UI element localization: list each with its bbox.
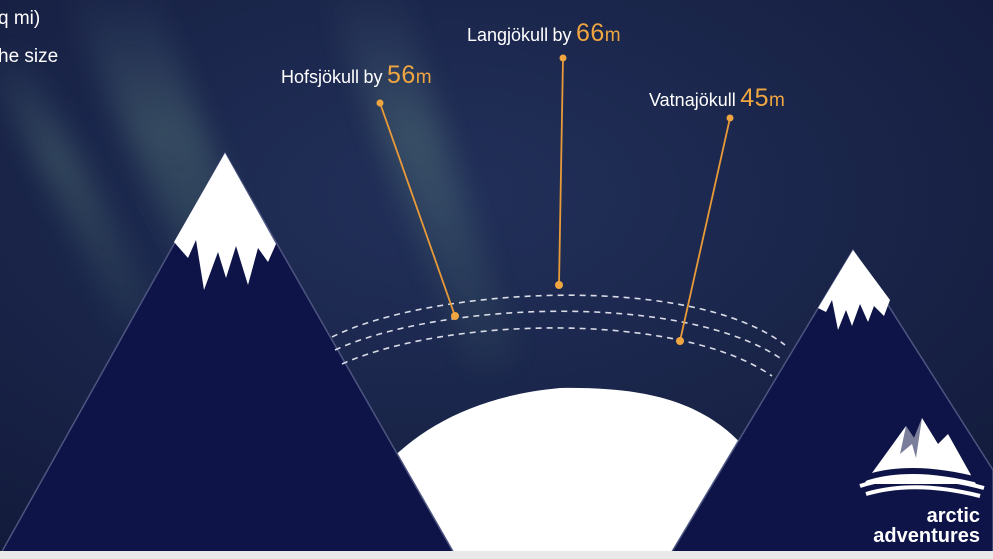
label-hofsjokull-value: 56: [386, 61, 416, 89]
bottom-strip: [0, 551, 993, 559]
label-vatnajokull-unit: m: [769, 90, 785, 111]
label-hofsjokull-unit: m: [415, 67, 432, 88]
label-langjokull-unit: m: [604, 25, 621, 46]
marker-vatnajokull-top: [726, 114, 734, 122]
label-hofsjokull-name: Hofsjökull: [281, 67, 360, 87]
label-langjokull-value: 66: [575, 19, 605, 47]
label-hofsjokull-by: by: [363, 67, 383, 87]
label-langjokull-name: Langjökull: [467, 25, 549, 45]
label-vatnajokull-name: Vatnajökull: [649, 90, 736, 110]
leader-lines: [376, 54, 734, 345]
marker-langjokull-bottom: [555, 281, 563, 289]
label-vatnajokull: Vatnajökull 45m: [649, 84, 785, 113]
thickness-arcs: [331, 294, 786, 377]
left-snowcap: [174, 153, 276, 290]
ice-cap: [330, 387, 800, 559]
right-snowcap: [818, 250, 890, 330]
leader-langjokull: [558, 57, 564, 286]
arc-outer: [331, 294, 786, 346]
label-hofsjokull: Hofsjökull by 56m: [281, 61, 432, 90]
label-vatnajokull-value: 45: [740, 84, 769, 112]
marker-vatnajokull-bottom: [676, 337, 684, 345]
side-text-line1: q mi): [0, 8, 41, 29]
logo-text-line1: arctic: [926, 505, 980, 527]
marker-hofsjokull-bottom: [451, 312, 459, 320]
leader-hofsjokull: [379, 102, 456, 317]
logo-mountain-icon: [859, 418, 985, 498]
leader-vatnajokull: [679, 117, 731, 342]
marker-hofsjokull-top: [376, 99, 384, 107]
side-text-line2: he size: [0, 46, 59, 67]
marker-langjokull-top: [559, 54, 567, 62]
logo-text-line2: adventures: [873, 525, 980, 547]
arc-inner: [341, 327, 773, 377]
label-langjokull-by: by: [552, 25, 572, 45]
label-langjokull: Langjökull by 66m: [467, 19, 621, 48]
arctic-adventures-logo: arctic adventures: [856, 414, 988, 554]
